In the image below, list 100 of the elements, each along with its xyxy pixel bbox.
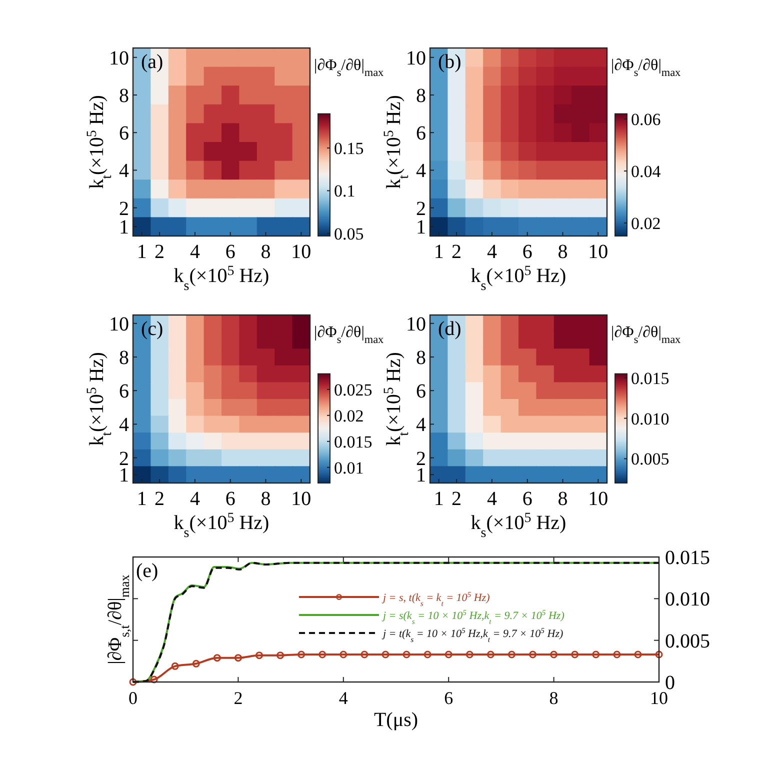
point [234,654,242,662]
chart-title: (a) [141,51,164,73]
x-tick-label: 6 [225,241,236,263]
y-tick-label: 1 [119,464,129,487]
point [255,652,263,660]
color-bar-label: 0.05 [334,224,364,244]
y-tick-label: 6 [416,122,426,145]
x-tick-label: 1 [434,488,444,510]
legend-entry: j = t(k$_{s}$ = 10 × 10$^{5}$ Hz,k$_{t}$ = 9.7 × 10$^{5}$ Hz) [299,626,564,644]
x-tick-label: 6 [522,241,532,263]
point [571,650,579,658]
color-bar-label: 0.015 [631,368,670,388]
y-tick-label: 0.005 [665,630,710,652]
x-axis-title: T(μs) [374,709,418,731]
y-tick-label: 4 [416,414,426,436]
y-tick-label: 10 [109,47,129,70]
x-tick-label: 8 [260,241,271,263]
color-bar-label: 0.02 [334,406,364,426]
x-axis-title: k$_{s}$(×10$^{5}$ Hz) [470,264,566,294]
point [298,650,306,658]
color-bar-label: 0.01 [334,458,364,478]
y-tick-label: 8 [119,85,129,107]
x-tick-label: 4 [486,488,497,510]
point [655,650,663,658]
color-bar-label: 0.02 [631,214,661,233]
color-bar-title: |∂Φ$_{s}$/∂θ|$_{max}$ [611,57,682,79]
y-tick-label: 6 [119,380,129,403]
x-tick-label: 8 [549,688,558,708]
y-tick-label: 8 [119,347,129,369]
x-tick-label: 4 [486,241,497,263]
color-bar-label: 0.06 [631,110,661,129]
y-tick-label: 0 [665,672,675,694]
point [150,676,158,684]
point [444,650,452,658]
x-axis-title: k$_{s}$(×10$^{5}$ Hz) [174,510,270,540]
color-bar-label: 0.010 [631,409,670,428]
x-tick-label: 10 [650,688,668,708]
color-bar-label: 0.04 [631,162,662,181]
point [402,650,410,658]
y-tick-label: 10 [406,47,426,70]
y-tick-label: 6 [119,122,129,145]
x-tick-label: 1 [434,241,444,263]
chart-title: (d) [438,318,462,340]
x-tick-label: 2 [452,241,462,263]
x-tick-label: 10 [588,241,608,263]
point [634,650,642,658]
color-bar-label: 0.005 [631,450,670,469]
color-bar-label: 0.015 [334,432,372,452]
point [466,650,474,658]
point [171,662,179,670]
x-tick-label: 6 [225,488,236,510]
y-tick-label: 4 [416,160,426,182]
point [382,650,390,658]
x-tick-label: 10 [291,241,312,263]
legend-entry: j = s(k$_{s}$ = 10 × 10$^{5}$ Hz,k$_{t}$ = 9.7 × 10$^{5}$ Hz) [299,608,564,626]
color-bar-label: 0.025 [334,380,372,400]
y-tick-label: 4 [119,414,129,436]
point [129,678,137,686]
x-axis-title: k$_{s}$(×10$^{5}$ Hz) [470,510,566,540]
x-axis-title: k$_{s}$(×10$^{5}$ Hz) [174,264,270,294]
x-tick-label: 1 [136,241,147,263]
legend-entry: j = s, t(k$_{s}$ = k$_{t}$ = 10$^{5}$ Hz) [299,590,490,608]
point [508,650,516,658]
point [424,650,432,658]
point [318,650,326,658]
x-tick-label: 8 [260,488,271,510]
point [592,650,600,658]
color-bar-label: 0.15 [334,138,364,158]
y-tick-label: 10 [406,313,426,336]
x-tick-label: 10 [588,488,608,510]
color-bar-title: |∂Φ$_{s}$/∂θ|$_{max}$ [611,324,682,346]
x-tick-label: 6 [522,488,532,510]
point [529,650,537,658]
y-tick-label: 8 [416,347,426,369]
color-bar-title: |∂Φ$_{s}$/∂θ|$_{max}$ [314,57,384,79]
x-tick-label: 2 [154,488,165,510]
point [486,650,494,658]
point [213,654,221,662]
y-tick-label: 10 [109,313,129,336]
x-tick-label: 2 [154,241,165,263]
point [276,652,284,660]
x-tick-label: 1 [136,488,147,510]
x-tick-label: 8 [558,488,568,510]
y-tick-label: 8 [416,85,426,107]
x-tick-label: 2 [452,488,462,510]
point [340,650,348,658]
x-tick-label: 8 [558,241,568,263]
x-tick-label: 10 [291,488,312,510]
point [192,660,200,668]
y-tick-label: 0.015 [665,547,710,569]
x-tick-label: 4 [338,688,348,708]
chart-title: (e) [136,560,158,582]
x-tick-label: 2 [234,688,243,708]
x-tick-label: 4 [190,488,200,510]
x-tick-label: 6 [444,688,454,708]
color-bar-title: |∂Φ$_{s}$/∂θ|$_{max}$ [314,324,384,346]
y-tick-label: 0.010 [665,588,710,611]
point [613,650,621,658]
chart-title: (c) [141,318,164,340]
point [360,650,368,658]
